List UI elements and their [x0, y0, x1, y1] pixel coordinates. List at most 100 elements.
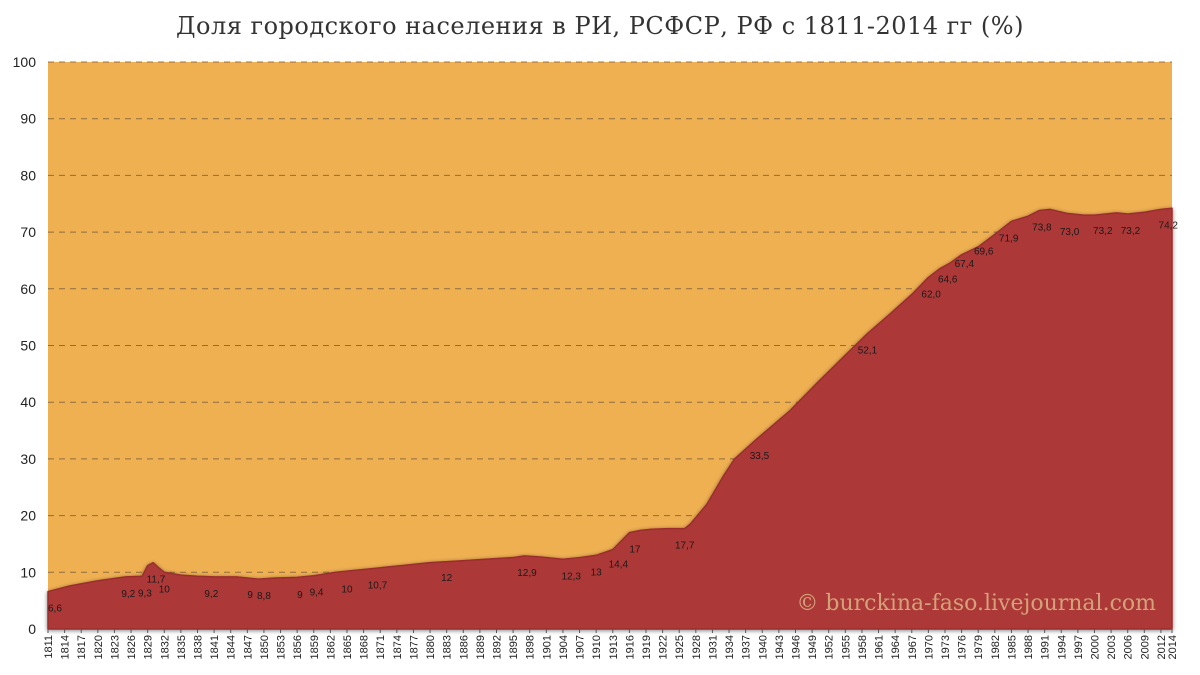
x-tick-label: 1922 [658, 635, 670, 659]
x-tick-label: 1883 [442, 635, 454, 659]
x-tick-label: 1949 [807, 635, 819, 659]
data-label: 14,4 [609, 559, 629, 570]
x-tick-label: 1925 [674, 635, 686, 659]
x-tick-label: 1829 [143, 635, 155, 659]
data-label: 73,2 [1121, 226, 1141, 237]
data-label: 9 [247, 590, 253, 601]
data-label: 9,3 [138, 588, 152, 599]
x-tick-label: 1910 [591, 635, 603, 659]
data-label: 10 [341, 584, 353, 595]
data-label: 62,0 [921, 289, 941, 300]
x-tick-label: 1940 [757, 635, 769, 659]
x-tick-label: 1988 [1023, 635, 1035, 659]
x-tick-label: 1961 [874, 635, 886, 659]
x-tick-label: 1985 [1006, 635, 1018, 659]
x-tick-label: 1826 [126, 635, 138, 659]
data-label: 12,9 [517, 568, 537, 579]
x-tick-label: 2003 [1106, 635, 1118, 659]
y-tick-label: 100 [13, 54, 37, 70]
y-tick-label: 30 [20, 451, 36, 467]
x-tick-label: 1937 [741, 635, 753, 659]
x-tick-label: 1952 [824, 635, 836, 659]
x-tick-label: 1895 [508, 635, 520, 659]
x-tick-label: 1994 [1056, 635, 1068, 659]
x-tick-label: 1862 [325, 635, 337, 659]
x-tick-label: 1880 [425, 635, 437, 659]
data-label: 10 [159, 584, 171, 595]
x-tick-label: 1916 [624, 635, 636, 659]
y-tick-label: 20 [20, 508, 36, 524]
x-tick-label: 1946 [790, 635, 802, 659]
x-tick-label: 1886 [458, 635, 470, 659]
y-tick-label: 70 [20, 224, 36, 240]
x-tick-label: 1943 [774, 635, 786, 659]
x-tick-label: 1964 [890, 635, 902, 659]
x-tick-label: 1973 [940, 635, 952, 659]
x-tick-label: 1835 [176, 635, 188, 659]
x-tick-label: 1892 [491, 635, 503, 659]
x-tick-label: 1889 [475, 635, 487, 659]
data-label: 10,7 [368, 580, 388, 591]
x-tick-label: 1865 [342, 635, 354, 659]
data-label: 11,7 [147, 575, 166, 586]
x-tick-label: 1859 [309, 635, 321, 659]
data-label: 74,2 [1159, 220, 1179, 231]
data-label: 12 [441, 573, 453, 584]
x-tick-label: 1850 [259, 635, 271, 659]
x-tick-label: 1871 [375, 635, 387, 659]
y-tick-label: 10 [20, 564, 36, 580]
data-label: 12,3 [562, 571, 582, 582]
x-tick-label: 1853 [276, 635, 288, 659]
data-label: 13 [591, 567, 603, 578]
y-tick-label: 0 [28, 621, 36, 637]
x-tick-label: 1877 [408, 635, 420, 659]
x-tick-label: 1907 [575, 635, 587, 659]
data-label: 69,6 [974, 246, 994, 257]
y-tick-label: 40 [20, 394, 36, 410]
x-tick-label: 1832 [159, 635, 171, 659]
data-label: 17,7 [675, 541, 695, 552]
data-label: 8,8 [257, 591, 271, 602]
x-tick-label: 1913 [608, 635, 620, 659]
x-tick-label: 1823 [109, 635, 121, 659]
x-tick-label: 2006 [1123, 635, 1135, 659]
x-tick-label: 1838 [192, 635, 204, 659]
x-tick-label: 1856 [292, 635, 304, 659]
data-label: 9,4 [310, 588, 324, 599]
y-tick-label: 60 [20, 281, 36, 297]
x-tick-label: 1997 [1073, 635, 1085, 659]
data-label: 64,6 [938, 275, 958, 286]
data-label: 33,5 [750, 451, 770, 462]
x-tick-label: 1955 [840, 635, 852, 659]
x-tick-label: 1874 [392, 635, 404, 659]
chart-title: Доля городского населения в РИ, РСФСР, Р… [176, 12, 1024, 40]
y-tick-label: 80 [20, 167, 36, 183]
data-label: 9,2 [204, 589, 218, 600]
area-series [47, 207, 1173, 630]
x-tick-label: 1847 [242, 635, 254, 659]
data-labels: 6,69,2 9,311,710 9,2 9 8,8 9 9,4 10 10,712 12,9 12… [48, 220, 1178, 614]
x-tick-label: 2014 [1167, 635, 1179, 659]
x-tick-label: 1982 [990, 635, 1002, 659]
x-tick-label: 2012 [1156, 635, 1168, 659]
x-tick-label: 1904 [558, 635, 570, 659]
y-tick-label: 90 [20, 111, 36, 127]
y-tick-label: 50 [20, 338, 36, 354]
watermark-text: © burckina-faso.livejournal.com [796, 591, 1156, 616]
data-label: 71,9 [999, 233, 1019, 244]
data-label: 67,4 [955, 259, 975, 270]
x-tick-label: 1931 [707, 635, 719, 659]
x-tick-label: 1868 [359, 635, 371, 659]
x-axis-ticks: 1811 1814 1817 1820 1823 1826 1829 1832 1835 1838… [43, 629, 1179, 659]
x-tick-label: 1898 [525, 635, 537, 659]
x-tick-label: 1970 [923, 635, 935, 659]
data-label: 6,6 [48, 604, 62, 615]
x-tick-label: 1817 [76, 635, 88, 659]
x-tick-label: 2009 [1139, 635, 1151, 659]
x-tick-label: 1901 [541, 635, 553, 659]
x-tick-label: 1979 [973, 635, 985, 659]
x-tick-label: 1991 [1040, 635, 1052, 659]
x-tick-label: 2000 [1089, 635, 1101, 659]
x-tick-label: 1928 [691, 635, 703, 659]
